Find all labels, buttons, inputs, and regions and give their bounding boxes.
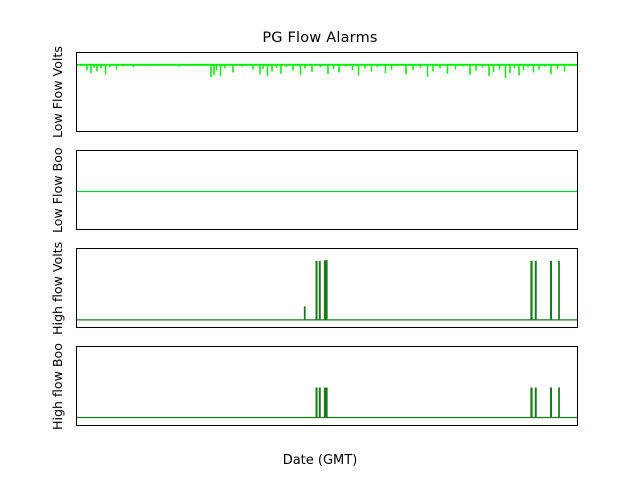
- x-tick-mark-p1-1: [135, 229, 136, 230]
- x-tick-mark-p3-9: [442, 425, 443, 426]
- x-tick-mark-p3-0: [96, 425, 97, 426]
- x-tick-mark-p1-2: [173, 229, 174, 230]
- series-panel-1: [77, 190, 577, 193]
- x-tick-mark-p3-1: [135, 425, 136, 426]
- alarm-spike-p3-0: [315, 387, 318, 418]
- alarm-spike-p2-1: [315, 260, 318, 320]
- x-tick-mark-p2-7: [365, 327, 366, 328]
- x-axis-label: Date (GMT): [282, 453, 358, 468]
- x-tick-mark-p3-11: [519, 425, 520, 426]
- chart-title: PG Flow Alarms: [262, 30, 378, 46]
- plot-area-panel-2: [77, 249, 577, 327]
- series-panel-2: [77, 260, 577, 321]
- x-tick-mark-p3-5: [289, 425, 290, 426]
- x-tick-mark-p0-12: [558, 131, 559, 132]
- y-axis-label-panel-1: Low Flow Boo: [36, 147, 65, 233]
- x-tick-mark-p3-2: [173, 425, 174, 426]
- y-tick-mark-p1-1: [76, 161, 77, 162]
- alarm-spike-p3-5: [550, 387, 552, 418]
- subplot-high-flow-boolean: 0209-05 0909-05 1209-05 1509-05 1809-05 …: [76, 346, 578, 426]
- x-tick-mark-p1-5: [289, 229, 290, 230]
- y-axis-label-panel-2: High flow Volts: [36, 241, 65, 334]
- x-tick-mark-p3-12: [558, 425, 559, 426]
- alarm-spike-p3-6: [558, 387, 560, 418]
- x-tick-mark-p3-8: [404, 425, 405, 426]
- x-tick-mark-p0-9: [442, 131, 443, 132]
- y-tick-mark-p2-1: [76, 260, 77, 261]
- alarm-spike-p2-3: [323, 260, 328, 320]
- series-panel-3: [77, 387, 577, 419]
- subplot-high-flow-volts: 0509-05 0909-05 1209-05 1509-05 1809-05 …: [76, 248, 578, 328]
- x-tick-mark-p0-1: [135, 131, 136, 132]
- y-axis-label-text-panel-3: High flow Boo: [50, 342, 65, 430]
- y-axis-label-text-panel-2: High flow Volts: [50, 241, 65, 335]
- alarm-spike-p2-2: [318, 260, 321, 320]
- alarm-spike-p2-4: [530, 260, 533, 320]
- x-tick-mark-p0-5: [289, 131, 290, 132]
- x-tick-mark-p1-7: [365, 229, 366, 230]
- x-tick-mark-p1-8: [404, 229, 405, 230]
- x-tick-mark-p0-6: [327, 131, 328, 132]
- y-tick-mark-p0-1: [76, 64, 77, 65]
- x-tick-mark-p2-3: [212, 327, 213, 328]
- y-tick-mark-p0-0: [76, 123, 77, 124]
- x-tick-mark-p1-10: [481, 229, 482, 230]
- plot-area-panel-3: [77, 347, 577, 425]
- x-tick-mark-p0-3: [212, 131, 213, 132]
- x-tick-mark-p1-12: [558, 229, 559, 230]
- x-tick-mark-p2-10: [481, 327, 482, 328]
- x-tick-mark-p1-11: [519, 229, 520, 230]
- y-tick-mark-p1-0: [76, 221, 77, 222]
- y-tick-mark-p3-1: [76, 357, 77, 358]
- x-tick-mark-p2-0: [96, 327, 97, 328]
- x-tick-mark-p1-3: [212, 229, 213, 230]
- x-tick-mark-p2-9: [442, 327, 443, 328]
- x-tick-mark-p0-2: [173, 131, 174, 132]
- alarm-spike-p3-1: [318, 387, 321, 418]
- plot-area-panel-1: [77, 151, 577, 229]
- y-axis-label-panel-0: Low Flow Volts: [36, 46, 65, 138]
- x-tick-mark-p3-10: [481, 425, 482, 426]
- y-tick-mark-p2-0: [76, 319, 77, 320]
- alarm-spike-p3-3: [530, 387, 533, 418]
- x-tick-mark-p2-1: [135, 327, 136, 328]
- x-tick-mark-p2-11: [519, 327, 520, 328]
- alarm-spike-p2-0: [303, 306, 306, 320]
- x-tick-mark-p1-6: [327, 229, 328, 230]
- x-tick-mark-p2-5: [289, 327, 290, 328]
- subplot-low-flow-volts: 0509-05 0909-05 1209-05 1509-05 1809-05 …: [76, 52, 578, 132]
- y-axis-label-text-panel-0: Low Flow Volts: [50, 46, 65, 138]
- x-tick-mark-p1-9: [442, 229, 443, 230]
- x-tick-mark-p0-10: [481, 131, 482, 132]
- x-tick-mark-p1-4: [250, 229, 251, 230]
- plot-area-panel-0: [77, 53, 577, 131]
- alarm-spike-p2-6: [550, 260, 552, 320]
- x-tick-mark-p2-4: [250, 327, 251, 328]
- y-tick-mark-p3-0: [76, 417, 77, 418]
- x-tick-mark-p2-6: [327, 327, 328, 328]
- subplot-low-flow-boolean: 0209-05 0909-05 1209-05 1509-05 1809-05 …: [76, 150, 578, 230]
- x-tick-mark-p3-7: [365, 425, 366, 426]
- alarm-spike-p2-5: [534, 260, 537, 320]
- x-tick-mark-p0-8: [404, 131, 405, 132]
- x-tick-mark-p0-4: [250, 131, 251, 132]
- alarm-spike-p2-7: [558, 260, 560, 320]
- x-tick-mark-p0-7: [365, 131, 366, 132]
- alarm-spike-p3-2: [323, 387, 328, 418]
- x-tick-mark-p3-4: [250, 425, 251, 426]
- x-tick-mark-p2-2: [173, 327, 174, 328]
- y-axis-label-text-panel-1: Low Flow Boo: [50, 147, 65, 233]
- series-panel-0: [77, 63, 577, 78]
- alarm-spike-p3-4: [534, 387, 537, 418]
- x-tick-mark-p0-0: [96, 131, 97, 132]
- x-tick-mark-p2-12: [558, 327, 559, 328]
- x-tick-mark-p3-6: [327, 425, 328, 426]
- x-tick-mark-p3-3: [212, 425, 213, 426]
- x-tick-mark-p1-0: [96, 229, 97, 230]
- x-tick-mark-p2-8: [404, 327, 405, 328]
- x-tick-mark-p0-11: [519, 131, 520, 132]
- y-axis-label-panel-3: High flow Boo: [36, 343, 65, 430]
